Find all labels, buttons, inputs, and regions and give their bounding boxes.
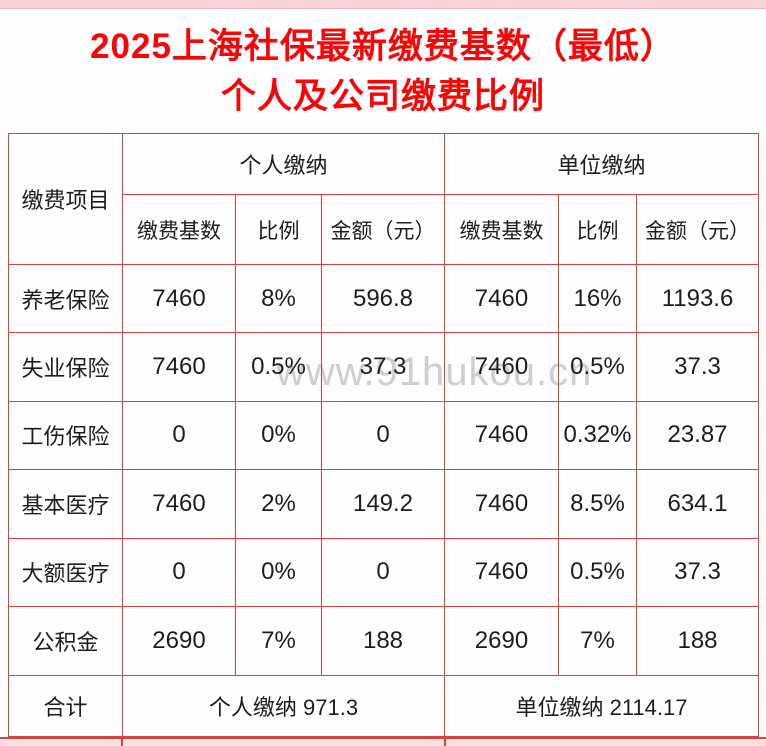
total-row: 合计 个人缴纳 971.3 单位缴纳 2114.17 xyxy=(8,674,759,738)
header-group-personal: 个人缴纳 xyxy=(122,132,445,196)
cell-company-amount: 1193.6 xyxy=(636,263,759,334)
bottom-strip-divider xyxy=(121,739,123,746)
cell-company-base: 7460 xyxy=(444,263,559,334)
cell-personal-rate: 0% xyxy=(235,537,322,608)
row-label: 公积金 xyxy=(8,606,123,676)
cell-company-base: 7460 xyxy=(444,537,559,608)
header-payment-item: 缴费项目 xyxy=(8,133,123,265)
table-row: 基本医疗 7460 2% 149.2 7460 8.5% 634.1 xyxy=(8,469,759,539)
table-row: 工伤保险 0 0% 0 7460 0.32% 23.87 xyxy=(8,400,759,471)
cell-personal-base: 2690 xyxy=(122,606,236,676)
header-personal-amount: 金额（元） xyxy=(321,194,445,265)
cell-personal-amount: 596.8 xyxy=(321,263,445,334)
header-company-amount: 金额（元） xyxy=(636,194,759,265)
cell-company-amount: 37.3 xyxy=(636,537,759,608)
header-company-rate: 比例 xyxy=(558,194,637,265)
cell-company-base: 7460 xyxy=(444,400,559,471)
cell-personal-rate: 0% xyxy=(235,400,322,471)
cell-personal-base: 0 xyxy=(122,537,236,608)
cell-personal-base: 7460 xyxy=(122,469,236,539)
header-row-groups: 缴费项目 个人缴纳 单位缴纳 xyxy=(8,132,759,265)
header-row-subcolumns: 缴费基数 比例 金额（元） 缴费基数 比例 金额（元） xyxy=(9,194,759,265)
cell-personal-base: 7460 xyxy=(122,263,236,334)
row-label: 大额医疗 xyxy=(8,537,123,608)
cell-company-amount: 37.3 xyxy=(636,332,759,402)
top-strip xyxy=(0,0,766,9)
row-label: 基本医疗 xyxy=(8,469,123,539)
row-label: 养老保险 xyxy=(8,263,123,334)
row-label: 失业保险 xyxy=(8,332,123,402)
cell-personal-amount: 188 xyxy=(321,606,445,676)
cell-personal-base: 7460 xyxy=(122,332,236,402)
cell-company-amount: 23.87 xyxy=(636,400,759,471)
total-company: 单位缴纳 2114.17 xyxy=(444,674,759,738)
cell-personal-rate: 0.5% xyxy=(235,332,322,402)
header-company-base: 缴费基数 xyxy=(444,194,559,265)
page-title: 2025上海社保最新缴费基数（最低） 个人及公司缴费比例 xyxy=(0,10,766,132)
cell-personal-amount: 0 xyxy=(321,537,445,608)
cell-company-rate: 0.5% xyxy=(558,332,637,402)
header-group-company: 单位缴纳 xyxy=(444,132,759,196)
total-label: 合计 xyxy=(8,674,123,738)
bottom-strip-divider xyxy=(444,739,446,746)
cell-company-rate: 8.5% xyxy=(558,469,637,539)
cell-personal-amount: 37.3 xyxy=(321,332,445,402)
cell-personal-base: 0 xyxy=(122,400,236,471)
total-personal: 个人缴纳 971.3 xyxy=(122,674,445,738)
cell-personal-rate: 2% xyxy=(235,469,322,539)
title-line-1: 2025上海社保最新缴费基数（最低） xyxy=(90,27,676,66)
contribution-table: 缴费项目 个人缴纳 单位缴纳 缴费基数 比例 金额（元） 缴费基数 比例 金额（… xyxy=(8,132,759,738)
cell-personal-amount: 0 xyxy=(321,400,445,471)
table-row: 公积金 2690 7% 188 2690 7% 188 xyxy=(8,606,759,676)
cell-company-rate: 0.5% xyxy=(558,537,637,608)
cell-company-base: 7460 xyxy=(444,332,559,402)
cell-company-amount: 634.1 xyxy=(636,469,759,539)
cell-company-base: 2690 xyxy=(444,606,559,676)
header-personal-rate: 比例 xyxy=(235,194,322,265)
title-line-2: 个人及公司缴费比例 xyxy=(220,77,545,116)
row-label: 工伤保险 xyxy=(8,400,123,471)
cell-company-rate: 0.32% xyxy=(558,400,637,471)
cell-company-amount: 188 xyxy=(636,606,759,676)
table-row: 失业保险 7460 0.5% 37.3 7460 0.5% 37.3 xyxy=(8,332,759,402)
cell-company-rate: 16% xyxy=(558,263,637,334)
bottom-strip xyxy=(0,737,766,746)
table-row: 养老保险 7460 8% 596.8 7460 16% 1193.6 xyxy=(8,263,759,334)
cell-personal-amount: 149.2 xyxy=(321,469,445,539)
header-personal-base: 缴费基数 xyxy=(122,194,236,265)
cell-personal-rate: 8% xyxy=(235,263,322,334)
cell-company-rate: 7% xyxy=(558,606,637,676)
cell-personal-rate: 7% xyxy=(235,606,322,676)
table-row: 大额医疗 0 0% 0 7460 0.5% 37.3 xyxy=(8,537,759,608)
cell-company-base: 7460 xyxy=(444,469,559,539)
